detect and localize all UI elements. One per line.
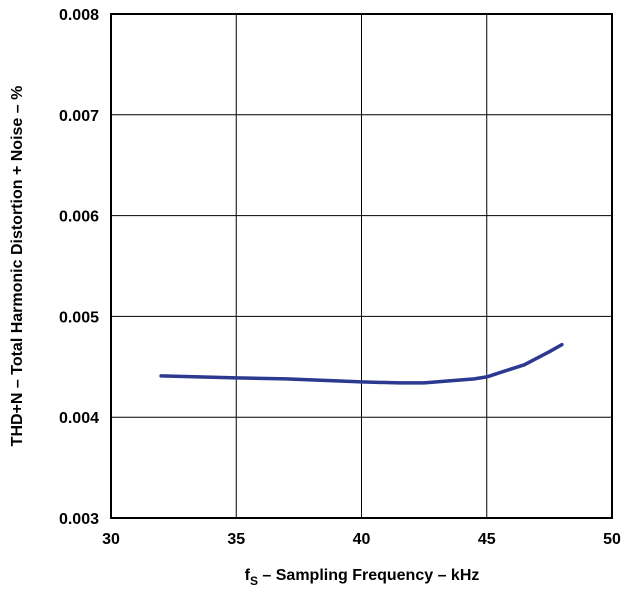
x-tick-label: 50 bbox=[603, 531, 621, 548]
plot-frame bbox=[110, 13, 613, 519]
thd-series-line bbox=[159, 342, 564, 385]
x-tick-label: 35 bbox=[227, 531, 245, 548]
y-axis-title: THD+N – Total Harmonic Distortion + Nois… bbox=[9, 86, 26, 447]
x-tick-label: 40 bbox=[353, 531, 371, 548]
x-tick-label: 45 bbox=[478, 531, 496, 548]
y-tick-label: 0.005 bbox=[59, 309, 99, 326]
y-tick-label: 0.006 bbox=[59, 209, 99, 226]
y-tick-label: 0.004 bbox=[59, 410, 99, 427]
y-axis-ticks: 0.003 0.004 0.005 0.006 0.007 0.008 bbox=[59, 7, 99, 528]
x-axis-ticks: 30 35 40 45 50 bbox=[102, 531, 621, 548]
y-tick-label: 0.007 bbox=[59, 108, 99, 125]
y-tick-label: 0.003 bbox=[59, 511, 99, 528]
x-axis-title: fS – Sampling Frequency – kHz bbox=[245, 567, 480, 588]
series-layer bbox=[159, 342, 564, 385]
y-tick-label: 0.008 bbox=[59, 7, 99, 24]
x-tick-label: 30 bbox=[102, 531, 120, 548]
grid bbox=[110, 13, 613, 519]
